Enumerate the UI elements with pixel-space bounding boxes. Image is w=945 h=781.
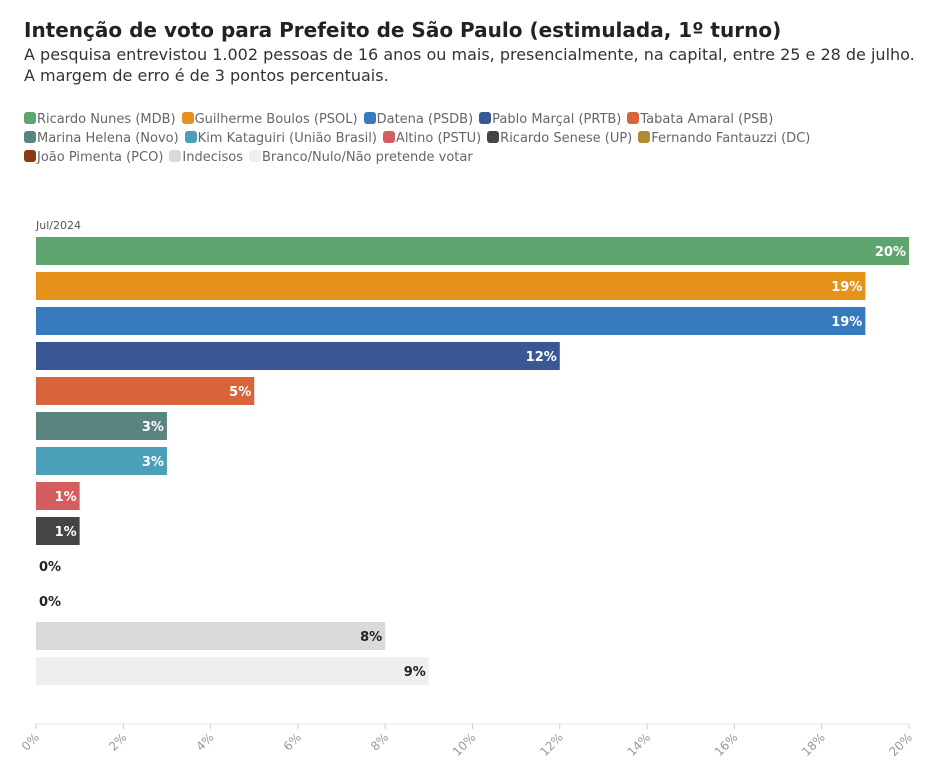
bar-value-label: 12% xyxy=(526,350,557,365)
legend-swatch xyxy=(627,112,640,124)
bar-value-label: 3% xyxy=(142,455,164,470)
legend-entry[interactable]: Indecisos xyxy=(169,148,243,167)
legend-swatch xyxy=(24,112,36,124)
x-tick-label: 0% xyxy=(19,730,42,753)
legend-label: Kim Kataguiri (União Brasil) xyxy=(197,131,377,146)
legend-label: Ricardo Nunes (MDB) xyxy=(37,112,176,127)
bar-value-label: 19% xyxy=(831,315,862,330)
legend-label: Guilherme Boulos (PSOL) xyxy=(194,112,358,127)
legend-swatch xyxy=(24,150,36,162)
legend-label: Marina Helena (Novo) xyxy=(37,131,179,146)
chart-header: Intenção de voto para Prefeito de São Pa… xyxy=(24,16,929,86)
legend-swatch xyxy=(363,112,376,124)
bar-value-label: 19% xyxy=(831,280,862,295)
x-tick-label: 20% xyxy=(886,730,915,759)
legend-entry[interactable]: Tabata Amaral (PSB) xyxy=(627,110,773,129)
legend-label: Branco/Nulo/Não pretende votar xyxy=(262,150,473,165)
legend-entry[interactable]: Kim Kataguiri (União Brasil) xyxy=(184,129,377,148)
legend-label: Datena (PSDB) xyxy=(376,112,474,127)
bar-value-label: 8% xyxy=(360,630,382,645)
x-tick-label: 8% xyxy=(368,730,391,753)
bar[interactable] xyxy=(36,272,866,300)
legend-swatch xyxy=(184,131,197,143)
x-tick-label: 12% xyxy=(537,730,566,759)
bar[interactable] xyxy=(36,342,560,370)
bar[interactable] xyxy=(36,447,167,475)
bar[interactable] xyxy=(36,412,167,440)
legend-entry[interactable]: Pablo Marçal (PRTB) xyxy=(479,110,621,129)
bar-value-label: 3% xyxy=(142,420,164,435)
x-tick-label: 6% xyxy=(281,730,304,753)
legend-label: Fernando Fantauzzi (DC) xyxy=(651,131,811,146)
bar-value-label: 1% xyxy=(55,525,77,540)
legend-entry[interactable]: Altino (PSTU) xyxy=(382,129,482,148)
legend-swatch xyxy=(382,131,395,143)
legend-swatch xyxy=(181,112,194,124)
bar[interactable] xyxy=(36,622,386,650)
legend-entry[interactable]: Ricardo Nunes (MDB) xyxy=(24,110,176,129)
x-tick-label: 2% xyxy=(106,730,129,753)
x-tick-label: 4% xyxy=(193,730,216,753)
legend-entry[interactable]: Ricardo Senese (UP) xyxy=(487,129,632,148)
bar-value-label: 0% xyxy=(39,560,61,575)
x-tick-label: 16% xyxy=(712,730,741,759)
bar[interactable] xyxy=(36,377,255,405)
x-tick-label: 10% xyxy=(450,730,479,759)
chart-subtitle: A pesquisa entrevistou 1.002 pessoas de … xyxy=(24,45,915,85)
legend-label: João Pimenta (PCO) xyxy=(37,150,164,165)
bar[interactable] xyxy=(36,517,80,545)
x-tick-label: 14% xyxy=(624,730,653,759)
legend-entry[interactable]: Guilherme Boulos (PSOL) xyxy=(181,110,358,129)
legend-swatch xyxy=(487,131,500,143)
bar[interactable] xyxy=(36,482,80,510)
legend-label: Indecisos xyxy=(182,150,243,165)
bar[interactable] xyxy=(36,237,909,265)
legend-entry[interactable]: Fernando Fantauzzi (DC) xyxy=(638,129,810,148)
legend-label: Tabata Amaral (PSB) xyxy=(640,112,774,127)
legend-swatch xyxy=(249,150,261,162)
legend-entry[interactable]: Datena (PSDB) xyxy=(363,110,474,129)
chart-legend: Ricardo Nunes (MDB) Guilherme Boulos (PSO… xyxy=(24,110,924,167)
bar-value-label: 1% xyxy=(55,490,77,505)
legend-swatch xyxy=(169,150,182,162)
x-tick-label: 18% xyxy=(799,730,828,759)
legend-swatch xyxy=(479,112,492,124)
bar-value-label: 0% xyxy=(39,595,61,610)
legend-entry[interactable]: Marina Helena (Novo) xyxy=(24,129,179,148)
period-label: Jul/2024 xyxy=(35,219,81,232)
legend-entry[interactable]: Branco/Nulo/Não pretende votar xyxy=(249,148,473,167)
chart-title: Intenção de voto para Prefeito de São Pa… xyxy=(24,18,782,42)
bar-value-label: 5% xyxy=(229,385,251,400)
legend-swatch xyxy=(24,131,36,143)
legend-entry[interactable]: João Pimenta (PCO) xyxy=(24,148,163,167)
bar[interactable] xyxy=(36,657,429,685)
bar[interactable] xyxy=(36,307,866,335)
bar-value-label: 9% xyxy=(404,665,426,680)
legend-label: Altino (PSTU) xyxy=(395,131,482,146)
legend-label: Pablo Marçal (PRTB) xyxy=(492,112,622,127)
bar-value-label: 20% xyxy=(875,245,906,260)
legend-swatch xyxy=(638,131,651,143)
legend-label: Ricardo Senese (UP) xyxy=(500,131,633,146)
